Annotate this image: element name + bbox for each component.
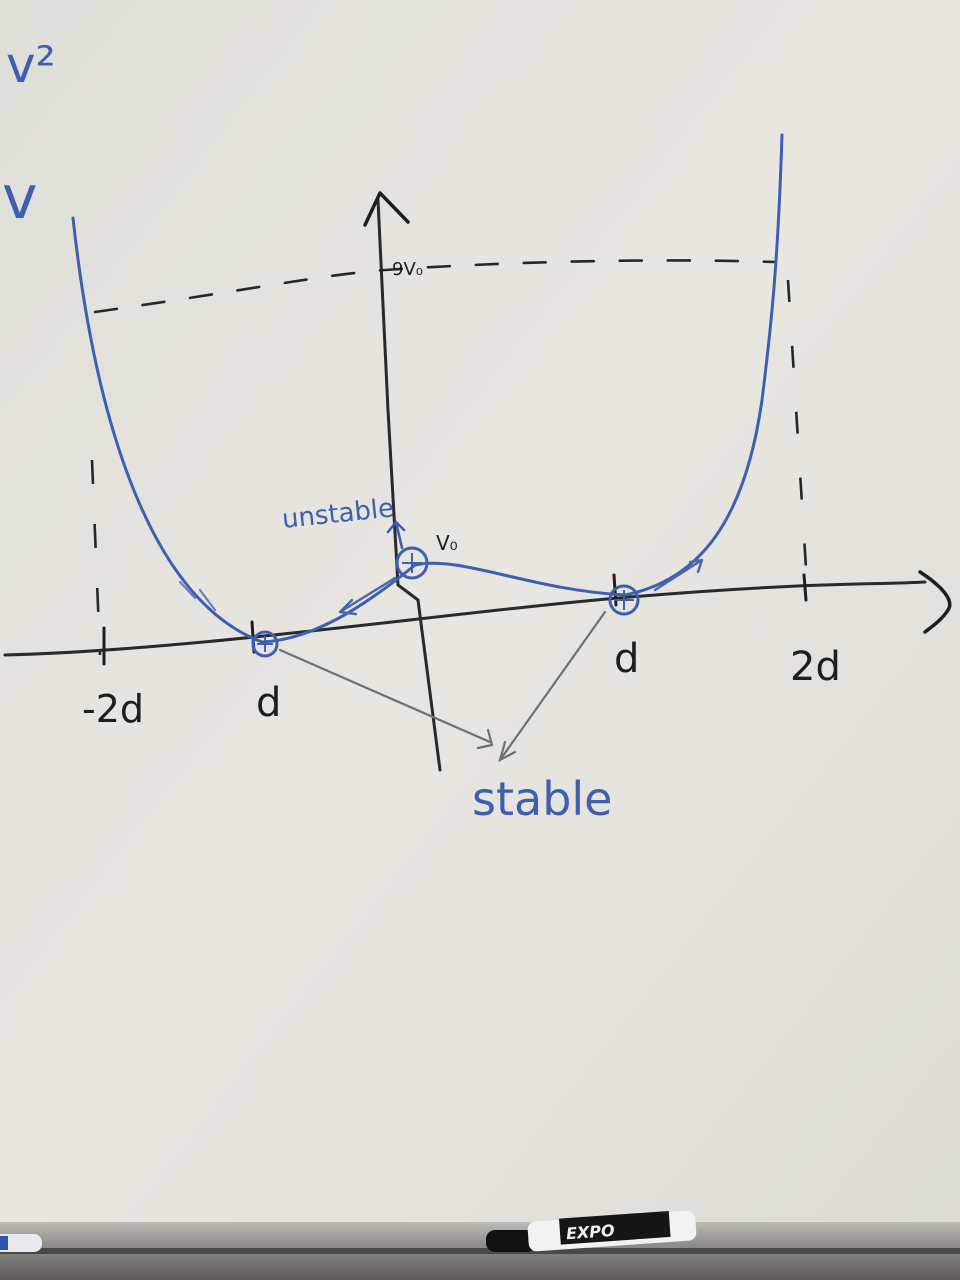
x-label-pos-d: d [614, 636, 639, 682]
marker-brand-text: EXPO [565, 1221, 615, 1243]
potential-curve [71, 133, 784, 644]
corner-top-text: v² [6, 36, 56, 94]
y-axis-arrowhead [363, 191, 410, 227]
stable-label: stable [472, 772, 612, 826]
curve-arrow-center-down [338, 576, 397, 616]
pos-2d-dashed-marker [786, 279, 810, 601]
stable-pointer-right [498, 610, 607, 762]
center-label: V₀ [436, 531, 458, 555]
x-axis-line [3, 580, 927, 657]
x-axis-arrowhead [918, 570, 952, 634]
x-label-neg-2d: -2d [82, 687, 144, 731]
blue-marker [0, 1234, 42, 1252]
curve-arrow-right-up [653, 558, 704, 592]
curve-arrow-left-well [178, 580, 217, 612]
tick-pos-2d [802, 573, 808, 602]
stable-pointer-arrowhead [476, 728, 517, 763]
stable-point-neg-d [251, 630, 279, 658]
unstable-arrow [386, 520, 406, 550]
unstable-point-center [395, 546, 429, 580]
tray-lip [0, 1248, 960, 1254]
stable-point-pos-d [608, 584, 640, 616]
dry-erase-marker-icon: EXPO [486, 1210, 697, 1252]
stable-point-pos-d-cross [614, 590, 634, 610]
x-label-neg-d: d [256, 680, 281, 726]
peak-dashed-line [93, 259, 777, 314]
unstable-point-center-cross [402, 553, 422, 573]
corner-left-text: v [2, 163, 38, 233]
stable-pointer-left [278, 648, 492, 744]
x-label-pos-2d: 2d [790, 644, 841, 690]
stable-point-neg-d-cross [257, 636, 273, 652]
peak-label: 9V₀ [392, 259, 423, 280]
y-axis-line [376, 198, 442, 772]
